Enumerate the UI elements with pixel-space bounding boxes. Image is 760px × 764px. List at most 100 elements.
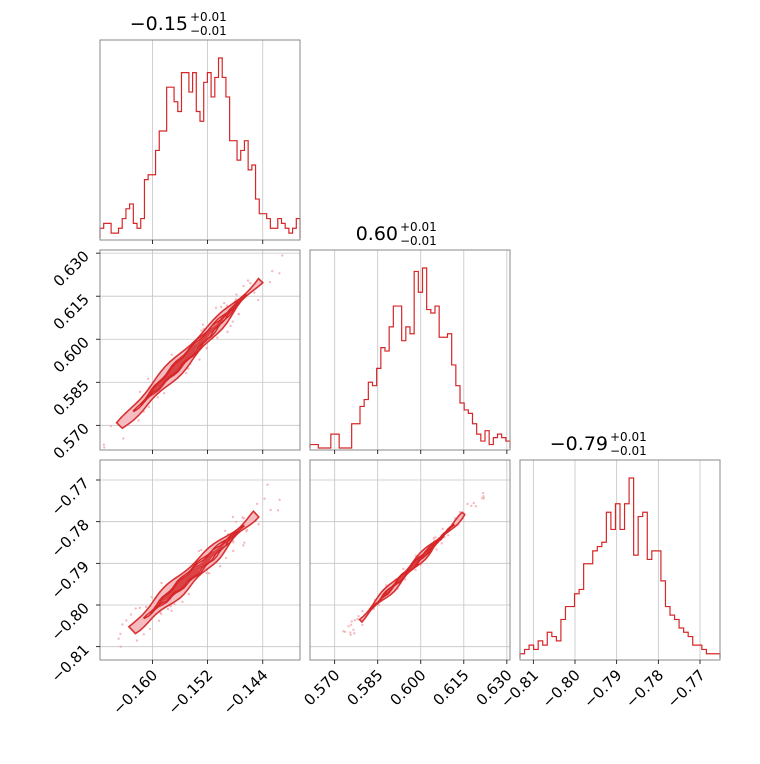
- pair-panel-0-1: [96, 249, 301, 454]
- scatter-point: [121, 623, 124, 626]
- scatter-point: [170, 353, 173, 356]
- x-tick-label: 0.570: [300, 666, 343, 709]
- scatter-point: [447, 534, 450, 537]
- scatter-point: [243, 541, 246, 544]
- scatter-point: [435, 548, 438, 551]
- scatter-point: [474, 505, 478, 508]
- pair-panel-0-2: [96, 459, 301, 664]
- scatter-point: [266, 483, 269, 486]
- scatter-point: [197, 549, 201, 553]
- scatter-point: [226, 330, 229, 334]
- scatter-point: [200, 548, 203, 552]
- scatter-point: [129, 613, 133, 616]
- scatter-point: [466, 502, 469, 506]
- scatter-point: [249, 281, 252, 285]
- scatter-point: [281, 254, 284, 257]
- scatter-point: [241, 544, 245, 547]
- scatter-point: [278, 272, 281, 275]
- histogram-panel-0: −0.15 +0.01−0.01: [99, 10, 301, 244]
- scatter-point: [201, 323, 205, 326]
- scatter-point: [148, 627, 152, 631]
- histogram-title-value: −0.79: [550, 433, 608, 455]
- scatter-point: [353, 619, 357, 622]
- scatter-point: [414, 568, 417, 571]
- histogram-panel-2: −0.79 +0.01−0.01: [519, 430, 721, 664]
- scatter-point: [103, 446, 106, 449]
- x-tick-label: −0.152: [164, 666, 216, 718]
- scatter-point: [138, 606, 141, 610]
- scatter-point: [150, 596, 153, 599]
- scatter-point: [278, 498, 281, 501]
- histogram-title-minus: −0.01: [610, 444, 647, 458]
- scatter-point: [237, 312, 241, 316]
- scatter-point: [269, 508, 272, 512]
- scatter-point: [119, 645, 122, 648]
- scatter-point: [349, 623, 353, 627]
- density-contour-inner: [149, 530, 240, 615]
- density-contour-inner: [155, 533, 236, 609]
- scatter-point: [160, 581, 163, 585]
- scatter-point: [198, 358, 201, 361]
- histogram-title-minus: −0.01: [190, 24, 227, 38]
- y-tick-label: −0.80: [48, 599, 93, 644]
- histogram-title-plus: +0.01: [190, 10, 227, 24]
- scatter-point: [184, 372, 188, 375]
- scatter-point: [119, 632, 122, 636]
- scatter-point: [253, 291, 256, 294]
- scatter-point: [470, 504, 473, 508]
- density-contour-inner: [379, 531, 447, 601]
- x-tick-label: −0.79: [580, 666, 625, 711]
- scatter-point: [245, 528, 249, 532]
- scatter-point: [242, 284, 245, 288]
- scatter-point: [134, 607, 137, 610]
- scatter-point: [225, 304, 228, 307]
- scatter-point: [223, 301, 226, 305]
- scatter-point: [216, 336, 219, 339]
- y-tick-label: 0.630: [50, 247, 93, 290]
- scatter-point: [440, 542, 443, 545]
- scatter-point: [138, 390, 142, 394]
- scatter-point: [159, 612, 163, 616]
- scatter-point: [232, 549, 235, 553]
- scatter-point: [377, 603, 381, 607]
- scatter-point: [224, 556, 228, 560]
- scatter-point: [231, 320, 234, 323]
- scatter-point: [166, 607, 170, 611]
- panel-frame: [519, 459, 721, 661]
- scatter-point: [276, 509, 280, 512]
- scatter-point: [144, 605, 148, 609]
- density-contour-inner: [147, 305, 237, 399]
- scatter-point: [458, 510, 462, 514]
- scatter-point: [350, 620, 353, 623]
- histogram-title-plus: +0.01: [610, 430, 647, 444]
- x-tick-label: −0.80: [539, 666, 584, 711]
- y-tick-label: −0.77: [48, 474, 93, 519]
- y-tick-label: −0.81: [48, 641, 93, 686]
- scatter-point: [256, 298, 260, 302]
- x-tick-label: −0.78: [622, 666, 667, 711]
- scatter-point: [361, 609, 364, 613]
- scatter-point: [472, 501, 475, 505]
- histogram-step-0: [99, 57, 301, 238]
- histogram-title-value: −0.15: [130, 13, 188, 35]
- histogram-step-1: [309, 267, 511, 449]
- scatter-point: [220, 305, 223, 309]
- x-tick-label: −0.77: [664, 666, 709, 711]
- y-tick-label: 0.570: [50, 419, 93, 462]
- scatter-point: [357, 614, 360, 618]
- scatter-point: [246, 279, 250, 282]
- scatter-point: [361, 623, 364, 627]
- panel-frame: [309, 249, 511, 451]
- histogram-title-plus: +0.01: [400, 220, 437, 234]
- y-tick-label: 0.585: [50, 376, 93, 419]
- scatter-point: [271, 269, 274, 273]
- scatter-point: [207, 572, 211, 575]
- scatter-point: [235, 293, 238, 296]
- scatter-point: [162, 391, 166, 395]
- scatter-point: [347, 625, 350, 628]
- histogram-title-minus: −0.01: [400, 234, 437, 248]
- pair-panel-1-2: [309, 459, 511, 664]
- panel-frame: [99, 39, 301, 241]
- panel-frame: [99, 459, 301, 661]
- y-tick-label: 0.615: [50, 290, 93, 333]
